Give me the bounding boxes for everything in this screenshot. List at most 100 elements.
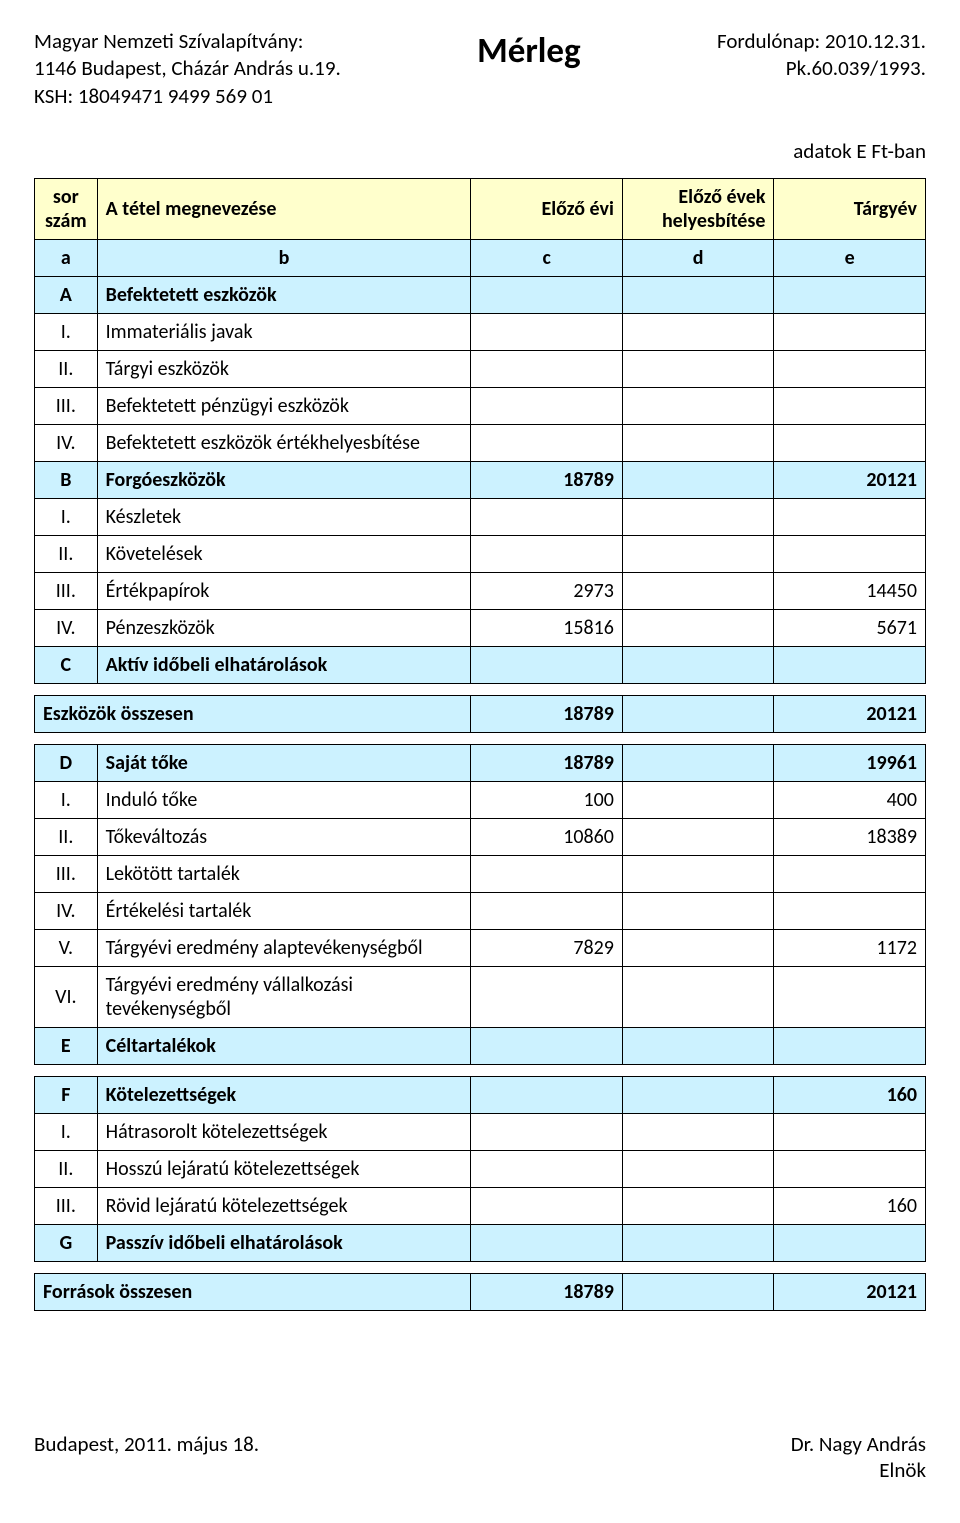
cell-desc: Készletek xyxy=(97,498,471,535)
cell-desc: Tárgyi eszközök xyxy=(97,350,471,387)
cell-e: 14450 xyxy=(774,572,926,609)
cell-num: III. xyxy=(35,855,98,892)
cell-d xyxy=(622,424,774,461)
cell-num: III. xyxy=(35,572,98,609)
header-row-1: sorszám A tétel megnevezése Előző évi El… xyxy=(35,178,926,239)
cell-d xyxy=(622,1113,774,1150)
cell-desc: Saját tőke xyxy=(97,744,471,781)
cell-c xyxy=(471,1113,623,1150)
col-a: a xyxy=(35,239,98,276)
doc-title: Mérleg xyxy=(477,28,580,72)
cell-d xyxy=(622,350,774,387)
row-A2: II. Tárgyi eszközök xyxy=(35,350,926,387)
cell-d xyxy=(622,276,774,313)
page-footer: Budapest, 2011. május 18. Dr. Nagy Andrá… xyxy=(34,1431,926,1483)
cell-c xyxy=(471,498,623,535)
cell-num: E xyxy=(35,1027,98,1064)
col-e: e xyxy=(774,239,926,276)
row-D1: I. Induló tőke 100 400 xyxy=(35,781,926,818)
cell-c: 18789 xyxy=(471,744,623,781)
cell-e: 19961 xyxy=(774,744,926,781)
cell-d xyxy=(622,609,774,646)
spacer xyxy=(35,1261,926,1273)
cell-c: 18789 xyxy=(471,461,623,498)
spacer xyxy=(35,732,926,744)
row-F2: II. Hosszú lejáratú kötelezettségek xyxy=(35,1150,926,1187)
cell-desc: Eszközök összesen xyxy=(35,695,471,732)
row-A: A Befektetett eszközök xyxy=(35,276,926,313)
cell-e xyxy=(774,387,926,424)
cell-c xyxy=(471,313,623,350)
cell-desc: Befektetett pénzügyi eszközök xyxy=(97,387,471,424)
cell-c: 2973 xyxy=(471,572,623,609)
cell-num: I. xyxy=(35,498,98,535)
cell-e xyxy=(774,1150,926,1187)
cell-desc: Befektetett eszközök értékhelyesbítése xyxy=(97,424,471,461)
cell-num: I. xyxy=(35,781,98,818)
cell-c: 100 xyxy=(471,781,623,818)
cell-num: II. xyxy=(35,535,98,572)
cell-d xyxy=(622,781,774,818)
col-d: d xyxy=(622,239,774,276)
cell-e xyxy=(774,424,926,461)
header-right: Fordulónap: 2010.12.31. Pk.60.039/1993. xyxy=(717,28,926,83)
row-B3: III. Értékpapírok 2973 14450 xyxy=(35,572,926,609)
row-G: G Passzív időbeli elhatárolások xyxy=(35,1224,926,1261)
cell-c: 7829 xyxy=(471,929,623,966)
cell-c: 15816 xyxy=(471,609,623,646)
row-D6: VI. Tárgyévi eredmény vállalkozási tevék… xyxy=(35,966,926,1027)
row-FOR: Források összesen 18789 20121 xyxy=(35,1273,926,1310)
row-A3: III. Befektetett pénzügyi eszközök xyxy=(35,387,926,424)
cell-d xyxy=(622,966,774,1027)
row-D3: III. Lekötött tartalék xyxy=(35,855,926,892)
col-elozo: Előző évi xyxy=(471,178,623,239)
cell-num: C xyxy=(35,646,98,683)
cell-e xyxy=(774,276,926,313)
cell-e xyxy=(774,646,926,683)
cell-num: D xyxy=(35,744,98,781)
footer-date: Budapest, 2011. május 18. xyxy=(34,1431,259,1483)
cell-e: 1172 xyxy=(774,929,926,966)
spacer xyxy=(35,1064,926,1076)
col-sor: sorszám xyxy=(35,178,98,239)
org-address: 1146 Budapest, Cházár András u.19. xyxy=(34,55,341,82)
row-B: B Forgóeszközök 18789 20121 xyxy=(35,461,926,498)
cell-d xyxy=(622,1027,774,1064)
cell-d xyxy=(622,387,774,424)
cell-e xyxy=(774,892,926,929)
cell-desc: Tárgyévi eredmény vállalkozási tevékenys… xyxy=(97,966,471,1027)
col-b: b xyxy=(97,239,471,276)
cell-e xyxy=(774,535,926,572)
cell-desc: Tárgyévi eredmény alaptevékenységből xyxy=(97,929,471,966)
cell-e: 160 xyxy=(774,1187,926,1224)
cell-c xyxy=(471,646,623,683)
cell-e xyxy=(774,1027,926,1064)
cell-c xyxy=(471,855,623,892)
cell-d xyxy=(622,498,774,535)
cell-c: 10860 xyxy=(471,818,623,855)
spacer xyxy=(35,683,926,695)
cell-num: III. xyxy=(35,387,98,424)
cell-d xyxy=(622,461,774,498)
row-D4: IV. Értékelési tartalék xyxy=(35,892,926,929)
cell-desc: Források összesen xyxy=(35,1273,471,1310)
col-megnev: A tétel megnevezése xyxy=(97,178,471,239)
signer-name: Dr. Nagy András xyxy=(791,1431,926,1457)
cell-num: V. xyxy=(35,929,98,966)
cell-c: 18789 xyxy=(471,1273,623,1310)
row-D: D Saját tőke 18789 19961 xyxy=(35,744,926,781)
row-B2: II. Követelések xyxy=(35,535,926,572)
cell-d xyxy=(622,695,774,732)
row-D5: V. Tárgyévi eredmény alaptevékenységből … xyxy=(35,929,926,966)
cell-e: 400 xyxy=(774,781,926,818)
pk-number: Pk.60.039/1993. xyxy=(717,55,926,82)
date-label: Fordulónap: 2010.12.31. xyxy=(717,28,926,55)
cell-c xyxy=(471,892,623,929)
cell-e xyxy=(774,313,926,350)
cell-c xyxy=(471,387,623,424)
cell-c xyxy=(471,276,623,313)
cell-e xyxy=(774,966,926,1027)
cell-e: 160 xyxy=(774,1076,926,1113)
cell-num: IV. xyxy=(35,892,98,929)
cell-num: I. xyxy=(35,1113,98,1150)
